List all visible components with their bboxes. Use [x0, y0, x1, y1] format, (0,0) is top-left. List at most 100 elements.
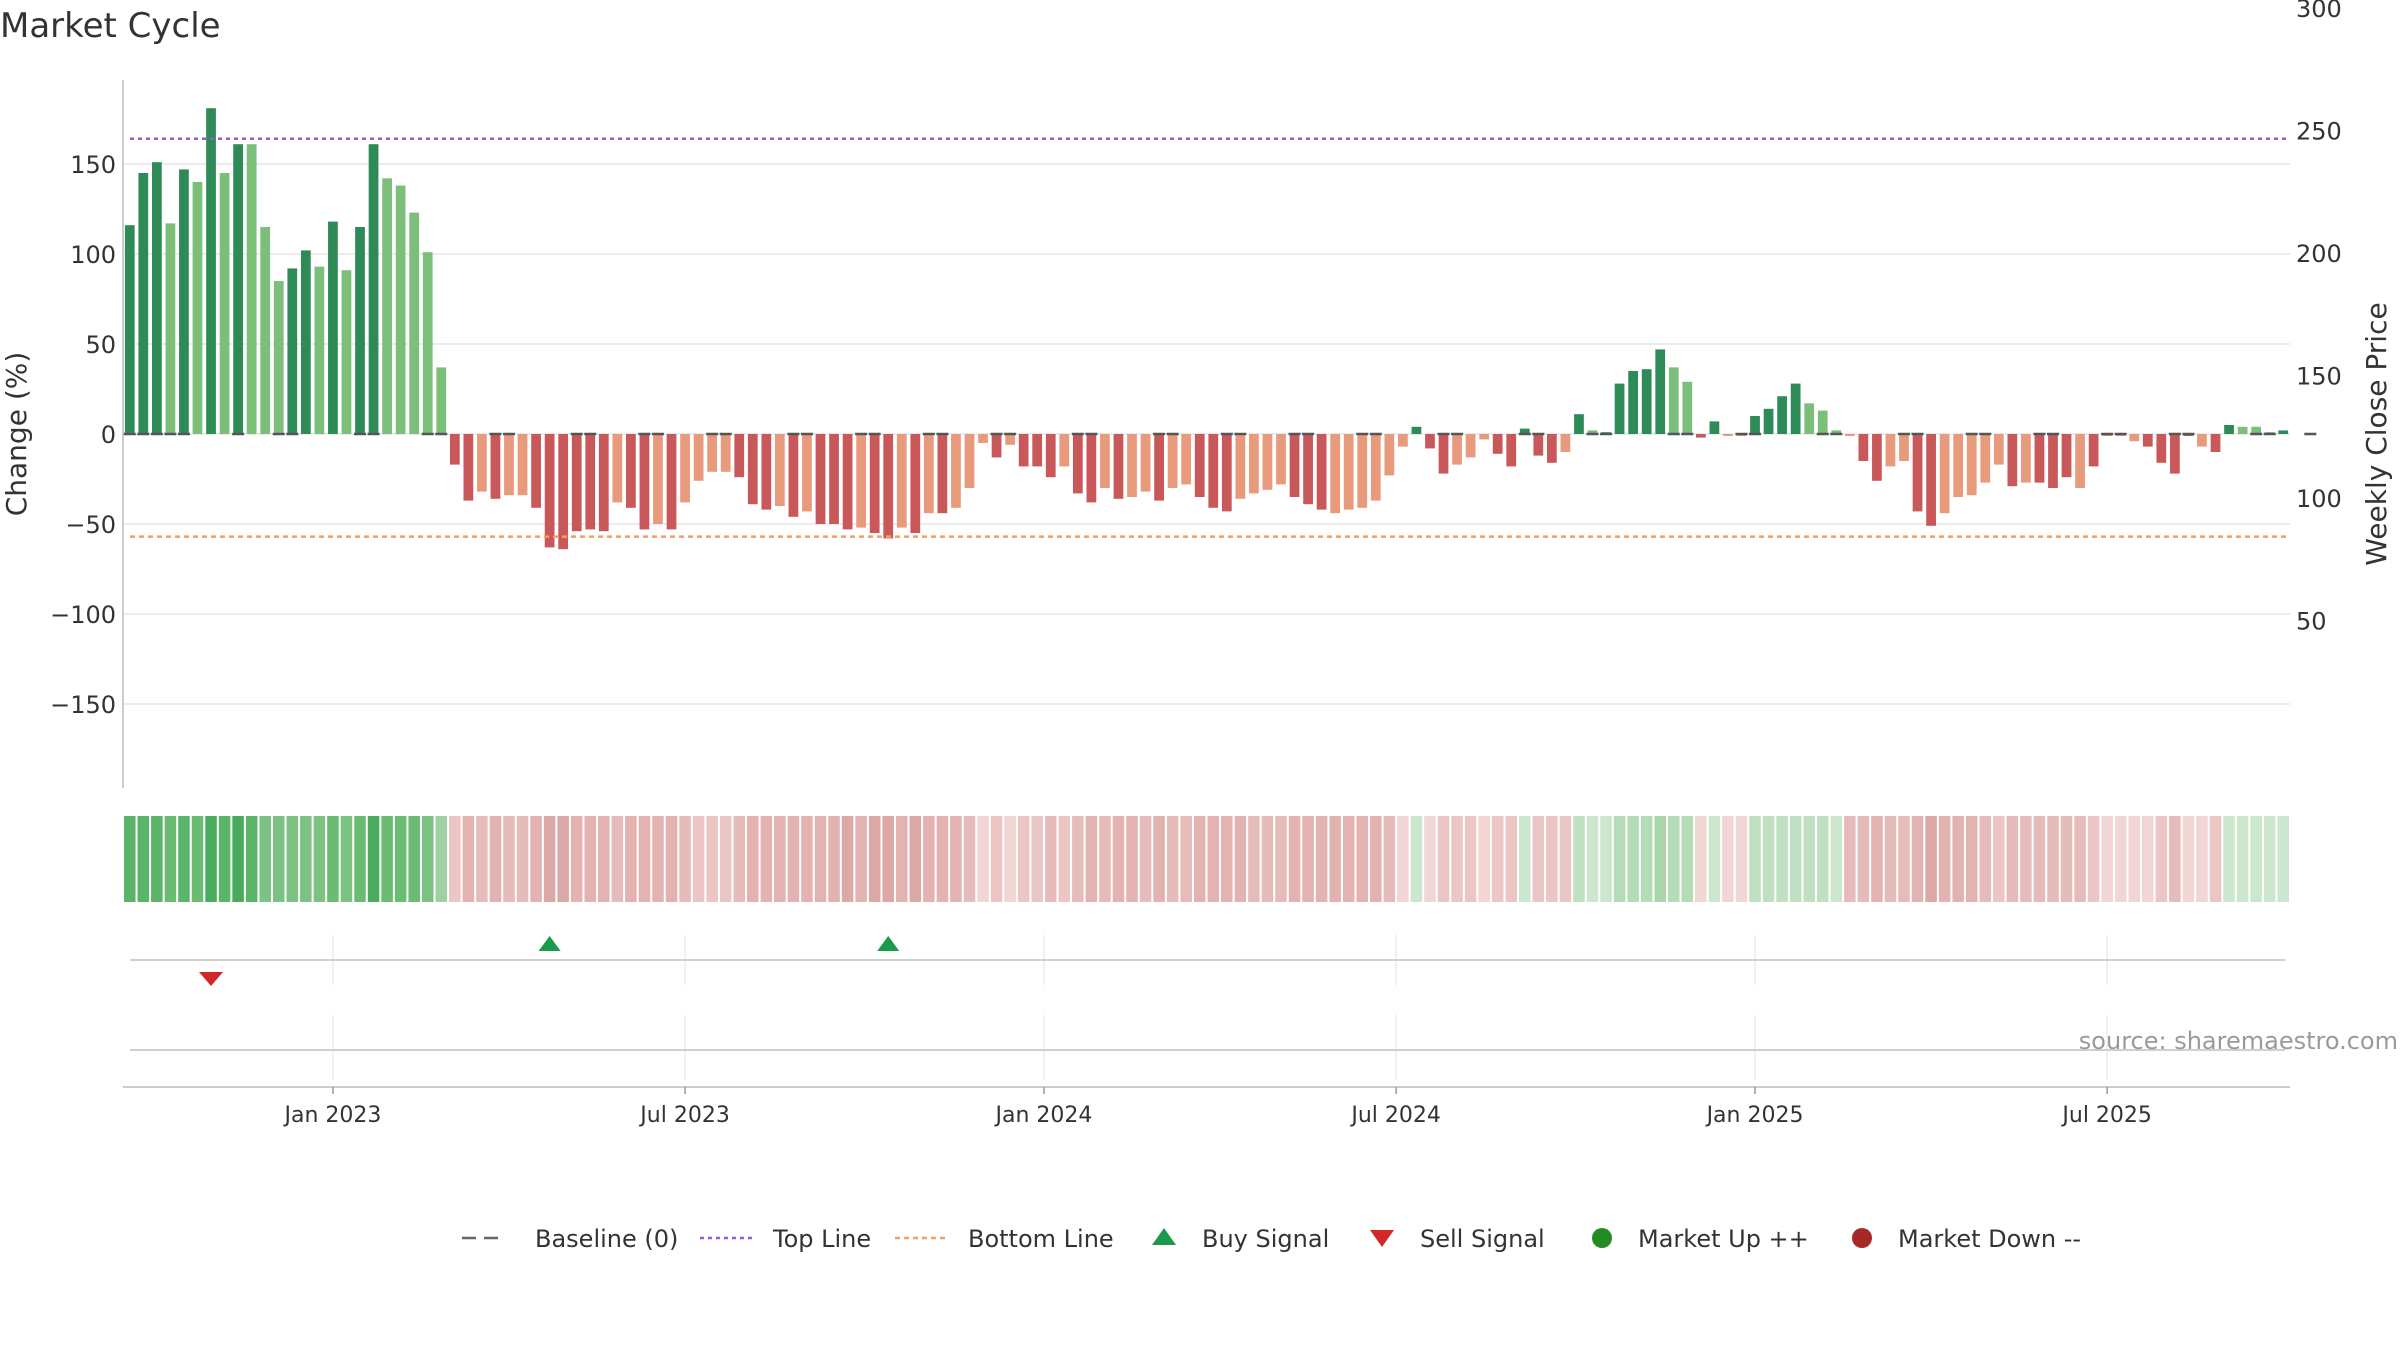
change-bar [2061, 434, 2072, 478]
change-bar [883, 434, 894, 539]
change-bar [138, 173, 149, 434]
change-bar [124, 225, 135, 434]
heatmap-cell [1193, 816, 1206, 902]
change-bar [856, 434, 867, 528]
heatmap-cell [218, 816, 231, 902]
heatmap-cell [1573, 816, 1585, 902]
heatmap-cell [1031, 816, 1043, 902]
heatmap-cell [2223, 816, 2235, 902]
change-bar [964, 434, 975, 488]
heatmap-cell [516, 816, 529, 902]
heatmap-cell [476, 816, 488, 902]
heatmap-cell [1532, 816, 1545, 902]
change-bar [422, 252, 433, 434]
change-bar [1357, 434, 1368, 508]
heatmap-cell [1478, 816, 1490, 902]
heatmap-cell [232, 816, 244, 902]
legend-up-marker [1592, 1228, 1612, 1248]
legend-item: Market Down -- [1852, 1225, 2081, 1253]
heatmap-cell [747, 816, 759, 902]
heatmap-cell [1695, 816, 1707, 902]
change-bar [1912, 434, 1923, 512]
change-bar [463, 434, 474, 501]
change-bar [1316, 434, 1327, 510]
heatmap-cell [1261, 816, 1274, 902]
change-bar [1032, 434, 1043, 467]
change-bar [1939, 434, 1950, 514]
change-bar [1750, 416, 1760, 434]
heatmap-cell [1830, 816, 1843, 902]
heatmap-cell [2060, 816, 2073, 902]
heatmap-cell [1099, 816, 1111, 902]
heatmap-cell [638, 816, 651, 902]
change-bar [1614, 383, 1625, 434]
change-bar [910, 434, 921, 533]
change-bar [219, 173, 230, 434]
heatmap-cell [1275, 816, 1287, 902]
change-bar [896, 434, 907, 528]
heatmap-cell [124, 816, 136, 902]
heatmap-cell [868, 816, 881, 902]
change-bar [1628, 371, 1639, 434]
change-bar [774, 434, 785, 506]
heatmap-cell [191, 816, 204, 902]
change-bar [2251, 426, 2262, 434]
heatmap-cell [923, 816, 935, 902]
y2-tick-label: 150 [2296, 363, 2342, 391]
legend-buy-marker [1152, 1228, 1176, 1245]
change-bar [1113, 434, 1124, 499]
change-bar [693, 434, 704, 481]
change-bar [1127, 434, 1137, 497]
buy-signal-marker [877, 936, 900, 951]
heatmap-cell [1397, 816, 1409, 902]
heatmap-cell [1613, 816, 1626, 902]
heatmap-cell [1383, 816, 1396, 902]
heatmap-cell [1519, 816, 1531, 902]
heatmap-cell [1871, 816, 1883, 902]
change-bar [1574, 414, 1584, 434]
legend-label: Sell Signal [1420, 1225, 1545, 1253]
change-bar [382, 178, 392, 434]
change-bar [192, 182, 203, 434]
heatmap-cell [543, 816, 556, 902]
heatmap-cell [2087, 816, 2100, 902]
heatmap-cell [1234, 816, 1247, 902]
change-bar [612, 434, 623, 503]
heatmap-cell [2128, 816, 2141, 902]
heatmap-cell [611, 816, 624, 902]
x-tick-label: Jul 2025 [2060, 1103, 2152, 1128]
change-bar [1235, 434, 1246, 499]
change-bar [788, 434, 799, 517]
heatmap-cell [1004, 816, 1016, 902]
change-bar [1221, 434, 1232, 512]
change-bar [1005, 434, 1015, 445]
heatmap-cell [1993, 816, 2005, 902]
change-bar [2170, 434, 2180, 474]
heatmap-cell [2020, 816, 2032, 902]
change-bar [1208, 434, 1219, 508]
change-bar [1790, 383, 1801, 434]
heatmap-cell [855, 816, 867, 902]
heatmap-cell [950, 816, 962, 902]
heatmap-cell [679, 816, 691, 902]
heatmap-cell [2236, 816, 2249, 902]
change-bar [1844, 434, 1855, 436]
change-bar [341, 270, 352, 434]
heatmap-cell [259, 816, 271, 902]
heatmap-cell [421, 816, 434, 902]
change-bar [666, 434, 677, 530]
y-tick-label: 50 [85, 331, 116, 359]
heatmap-cell [2277, 816, 2289, 902]
heatmap-cell [1248, 816, 1260, 902]
x-tick-label: Jul 2023 [638, 1103, 730, 1128]
change-bar [1059, 434, 1070, 467]
change-bar [1167, 434, 1178, 488]
heatmap-cell [1762, 816, 1775, 902]
heatmap-cell [1816, 816, 1829, 902]
change-bar [2075, 434, 2085, 488]
heatmap-cell [2047, 816, 2059, 902]
change-bar [2021, 434, 2031, 483]
heatmap-cell [706, 816, 718, 902]
change-bar [206, 108, 216, 434]
heatmap-cell [2263, 816, 2276, 902]
